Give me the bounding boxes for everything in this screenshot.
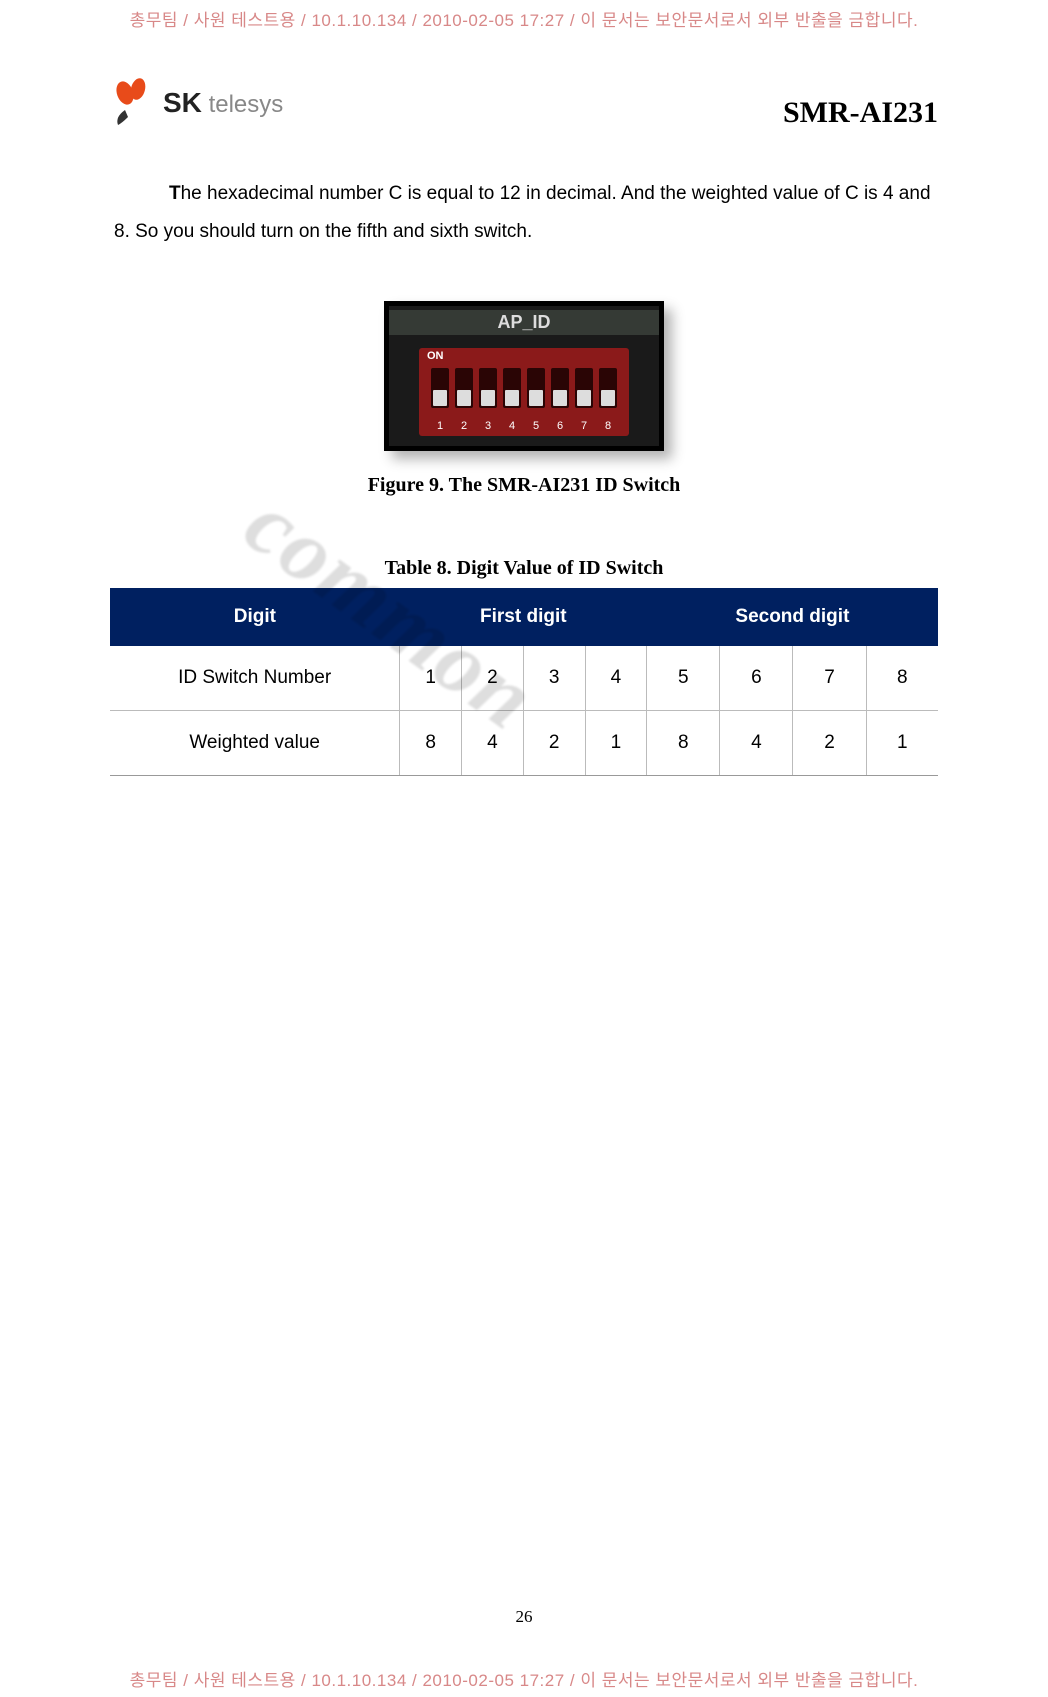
table-row: ID Switch Number 1 2 3 4 5 6 7 8	[110, 646, 938, 711]
table-cell: 2	[793, 711, 866, 776]
body-paragraph: The hexadecimal number C is equal to 12 …	[114, 175, 934, 251]
table-header-row: Digit First digit Second digit	[110, 588, 938, 646]
dip-sw-8	[599, 368, 617, 408]
table-cell: 2	[462, 646, 524, 711]
table-cell: 7	[793, 646, 866, 711]
table-cell: 1	[400, 646, 462, 711]
table-row: Weighted value 8 4 2 1 8 4 2 1	[110, 711, 938, 776]
body-rest: he hexadecimal number C is equal to 12 i…	[114, 183, 931, 242]
table-cell: 8	[647, 711, 720, 776]
watermark-footer: 총무팀 / 사원 테스트용 / 10.1.10.134 / 2010-02-05…	[0, 1666, 1048, 1691]
body-first-char: T	[169, 183, 181, 204]
dip-num-5: 5	[527, 420, 545, 432]
logo-sk: SK	[163, 87, 202, 118]
dip-num-7: 7	[575, 420, 593, 432]
dip-num-4: 4	[503, 420, 521, 432]
table-cell: 4	[720, 711, 793, 776]
dip-sw-3	[479, 368, 497, 408]
page-content: SK telesys SMR-AI231 The hexadecimal num…	[0, 0, 1048, 836]
dip-sw-1	[431, 368, 449, 408]
company-logo: SK telesys	[110, 75, 283, 130]
table-cell: 4	[585, 646, 647, 711]
logo-telesys: telesys	[202, 91, 283, 118]
dip-switches-row	[431, 368, 617, 408]
table-cell: 8	[400, 711, 462, 776]
dip-numbers-row: 1 2 3 4 5 6 7 8	[431, 420, 617, 432]
table-caption: Table 8. Digit Value of ID Switch	[110, 557, 938, 580]
dip-sw-7	[575, 368, 593, 408]
dip-switch-body: ON 1 2 3 4 5 6	[419, 348, 629, 436]
page-number: 26	[0, 1607, 1048, 1627]
header-first-digit: First digit	[400, 588, 647, 646]
figure-caption: Figure 9. The SMR-AI231 ID Switch	[110, 474, 938, 497]
table-cell: 1	[866, 711, 938, 776]
table-cell: 2	[523, 711, 585, 776]
dip-on-label: ON	[427, 350, 444, 362]
table-cell: 8	[866, 646, 938, 711]
dip-num-8: 8	[599, 420, 617, 432]
dip-sw-5	[527, 368, 545, 408]
logo-mark-icon	[110, 75, 155, 130]
row-label: ID Switch Number	[110, 646, 400, 711]
dip-num-1: 1	[431, 420, 449, 432]
table-cell: 6	[720, 646, 793, 711]
dip-sw-4	[503, 368, 521, 408]
digit-value-table: Digit First digit Second digit ID Switch…	[110, 588, 938, 776]
header-digit: Digit	[110, 588, 400, 646]
table-cell: 1	[585, 711, 647, 776]
dip-switch-image: AP_ID ON 1 2 3 4 5	[384, 301, 664, 451]
table-cell: 3	[523, 646, 585, 711]
dip-num-2: 2	[455, 420, 473, 432]
dip-sw-2	[455, 368, 473, 408]
logo-text: SK telesys	[163, 87, 283, 119]
dip-num-6: 6	[551, 420, 569, 432]
document-header: SK telesys SMR-AI231	[110, 75, 938, 130]
dip-sw-6	[551, 368, 569, 408]
model-number: SMR-AI231	[783, 96, 938, 130]
figure-container: AP_ID ON 1 2 3 4 5	[110, 301, 938, 497]
header-second-digit: Second digit	[647, 588, 938, 646]
row-label: Weighted value	[110, 711, 400, 776]
dip-switch-label: AP_ID	[389, 310, 659, 335]
dip-num-3: 3	[479, 420, 497, 432]
table-cell: 5	[647, 646, 720, 711]
table-cell: 4	[462, 711, 524, 776]
